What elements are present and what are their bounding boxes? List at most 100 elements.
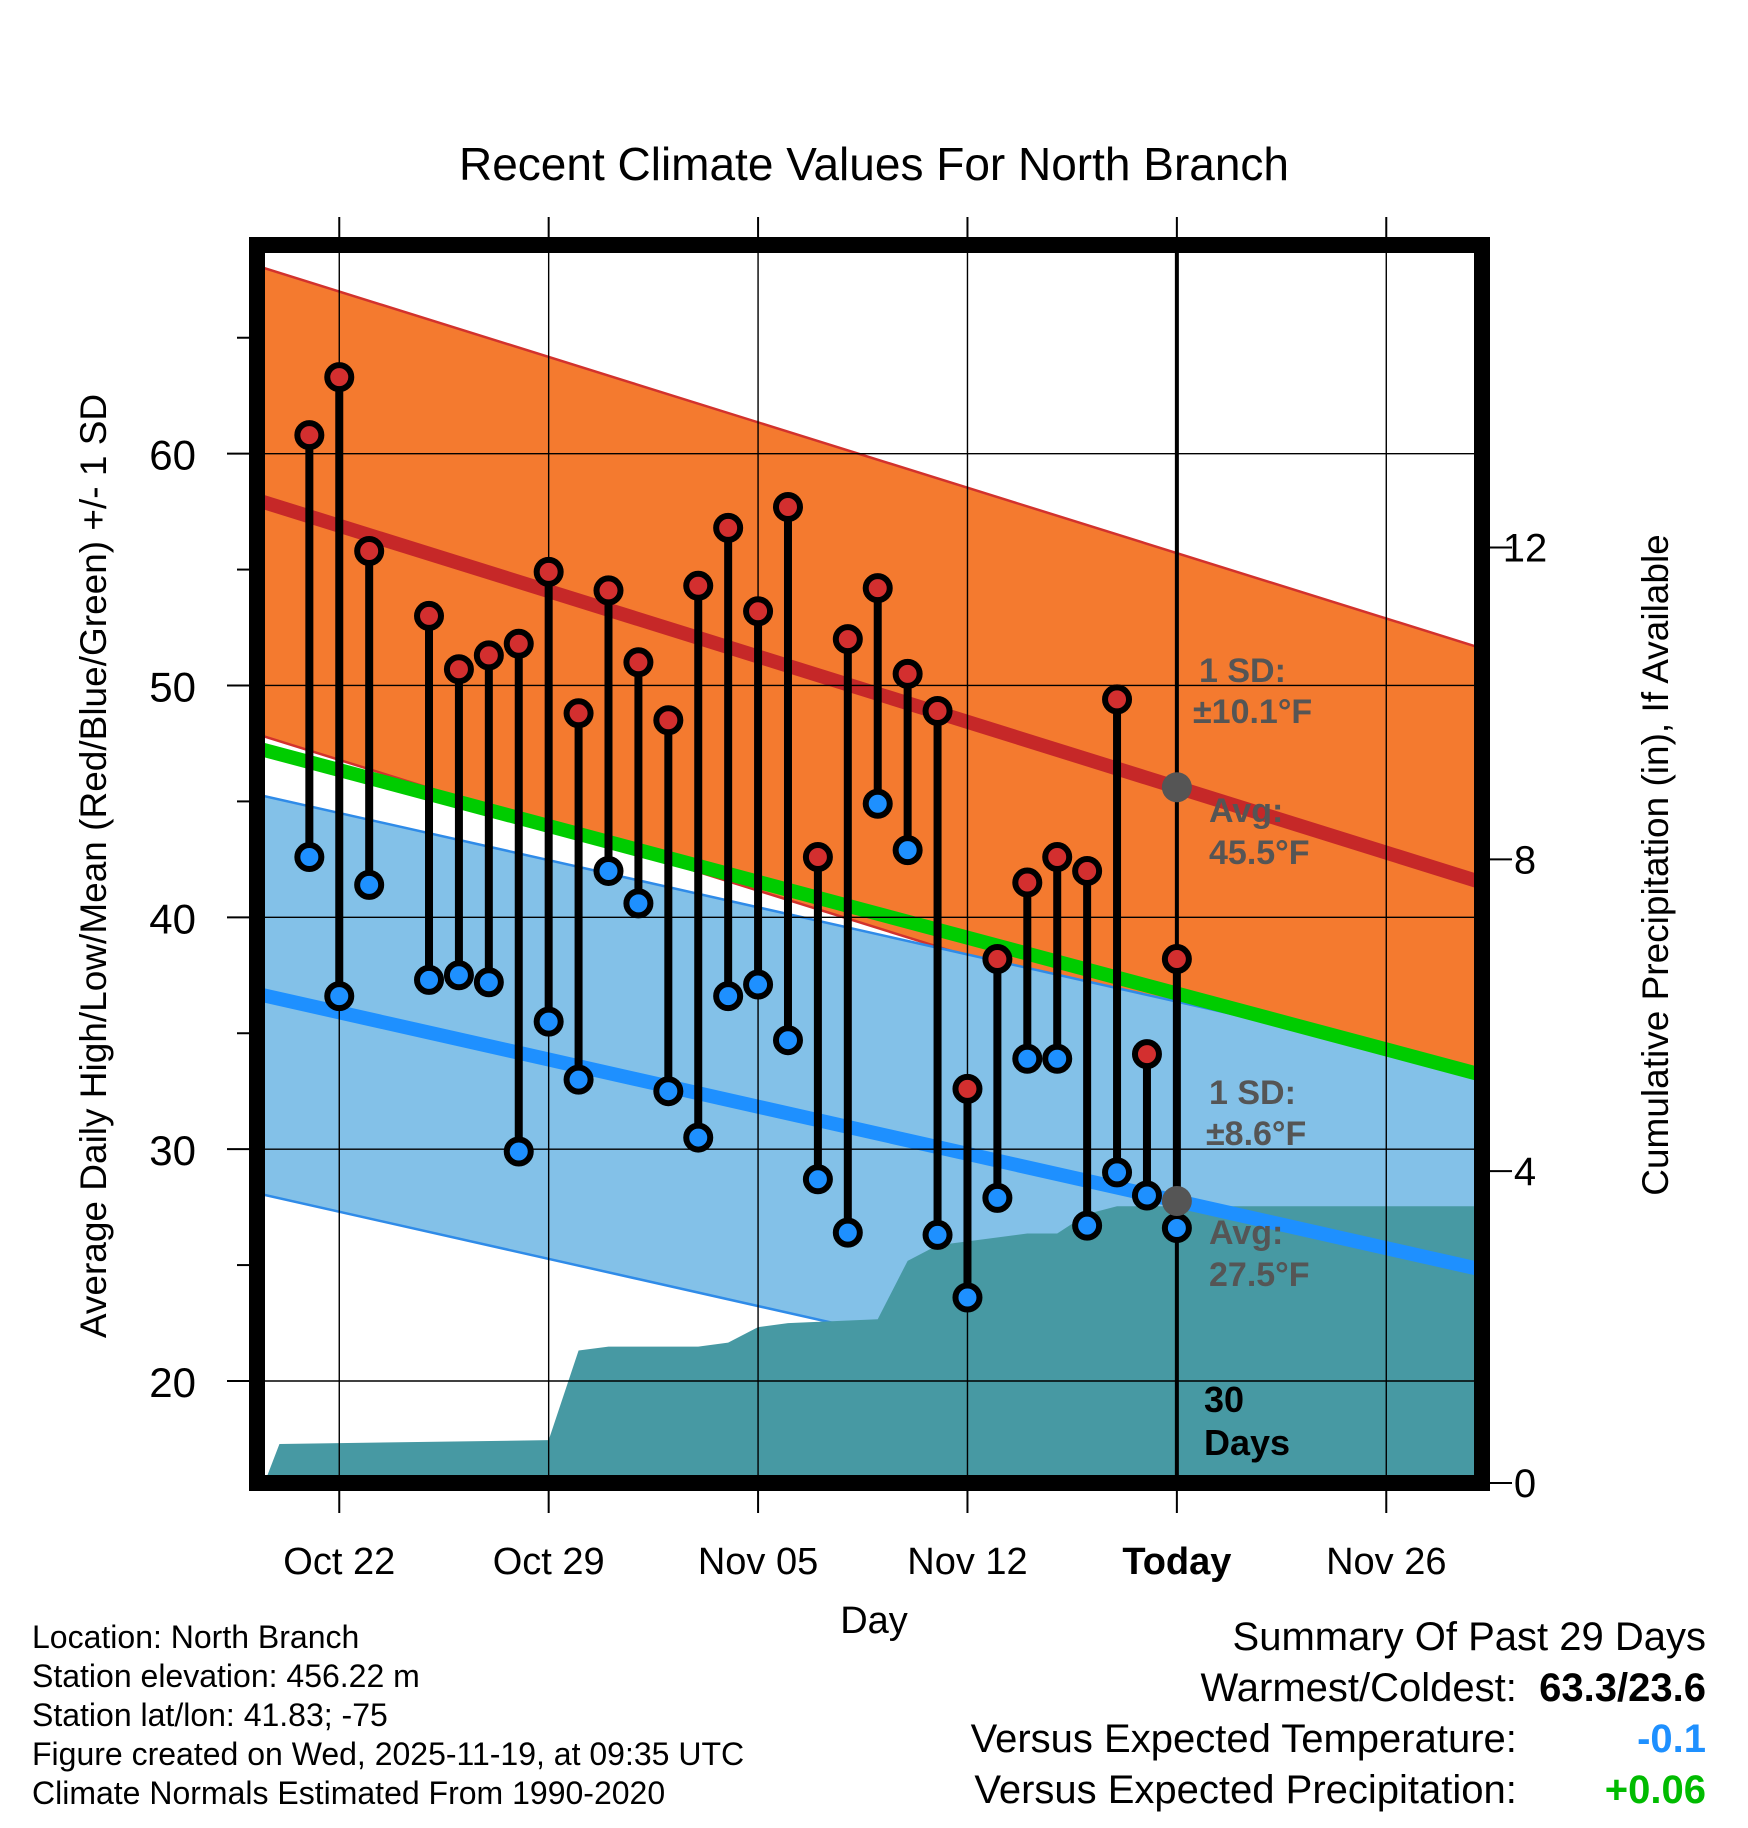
low-avg-label: Avg:	[1209, 1214, 1283, 1252]
obs-low-point	[623, 888, 654, 919]
x-tick-label: Nov 26	[1326, 1541, 1446, 1583]
plot-frame	[249, 237, 1490, 1491]
obs-high-point	[862, 573, 893, 604]
obs-low-point	[892, 835, 923, 866]
x-tick-label: Nov 12	[907, 1541, 1027, 1583]
y2-tick-label: 0	[1514, 1462, 1536, 1506]
obs-low-point	[1102, 1157, 1133, 1188]
summary-title: Summary Of Past 29 Days	[1232, 1615, 1706, 1659]
obs-high-point	[294, 420, 325, 451]
info-location: Location: North Branch	[32, 1619, 360, 1655]
obs-high-point	[952, 1073, 983, 1104]
obs-high-point	[623, 647, 654, 678]
today-high-avg-marker	[1161, 772, 1192, 803]
obs-high-point	[892, 658, 923, 689]
low-sd-value: ±8.6°F	[1206, 1115, 1306, 1153]
obs-high-point	[1072, 855, 1103, 886]
temp-label: Versus Expected Temperature:	[970, 1717, 1517, 1761]
obs-low-point	[563, 1064, 594, 1095]
obs-high-point	[1161, 944, 1192, 975]
info-normals: Climate Normals Estimated From 1990-2020	[32, 1775, 666, 1811]
obs-high-point	[802, 842, 833, 873]
y2-tick-label: 12	[1503, 526, 1548, 570]
high-avg-value: 45.5°F	[1209, 834, 1310, 872]
high-sd-label: 1 SD:	[1199, 652, 1286, 690]
y-tick-label: 20	[149, 1359, 196, 1406]
obs-high-point	[1042, 842, 1073, 873]
obs-low-point	[1161, 1212, 1192, 1243]
today-low-avg-marker	[1161, 1185, 1192, 1216]
y-tick-label: 30	[149, 1127, 196, 1174]
normal-low-line	[257, 986, 1482, 1277]
obs-high-point	[503, 628, 534, 659]
obs-low-point	[1042, 1043, 1073, 1074]
x-tick-label: Today	[1122, 1541, 1231, 1583]
obs-high-point	[473, 640, 504, 671]
normal-high-line	[257, 493, 1482, 890]
days-label: Days	[1204, 1422, 1290, 1463]
obs-high-point	[1102, 684, 1133, 715]
obs-low-point	[473, 967, 504, 998]
obs-high-point	[683, 570, 714, 601]
obs-high-point	[922, 695, 953, 726]
info-created: Figure created on Wed, 2025-11-19, at 09…	[32, 1736, 745, 1772]
obs-low-point	[862, 788, 893, 819]
obs-high-point	[324, 362, 355, 393]
obs-low-point	[1131, 1180, 1162, 1211]
obs-high-point	[563, 698, 594, 729]
y2-tick-label: 8	[1514, 838, 1536, 882]
y-tick-label: 60	[149, 432, 196, 479]
high-sd-value: ±10.1°F	[1193, 693, 1312, 731]
obs-low-point	[593, 855, 624, 886]
obs-high-point	[772, 491, 803, 522]
obs-low-point	[443, 960, 474, 991]
obs-high-point	[832, 624, 863, 655]
warm-cold-label: Warmest/Coldest:	[1200, 1666, 1517, 1710]
obs-low-point	[743, 969, 774, 1000]
warm-cold-value: 63.3/23.6	[1539, 1666, 1706, 1710]
info-elevation: Station elevation: 456.22 m	[32, 1658, 420, 1694]
obs-low-point	[653, 1076, 684, 1107]
y2-axis-label: Cumulative Precipitation (in), If Availa…	[1635, 534, 1676, 1196]
obs-high-point	[443, 654, 474, 685]
obs-high-point	[354, 536, 385, 567]
summary-precip: Versus Expected Precipitation: +0.06	[971, 1765, 1706, 1816]
obs-low-point	[922, 1219, 953, 1250]
obs-high-point	[982, 944, 1013, 975]
low-sd-label: 1 SD:	[1209, 1074, 1296, 1112]
obs-low-point	[414, 964, 445, 995]
x-axis-label: Day	[840, 1600, 908, 1642]
summary-warm-cold: Warmest/Coldest: 63.3/23.6	[971, 1663, 1707, 1714]
obs-high-point	[593, 575, 624, 606]
obs-high-point	[653, 705, 684, 736]
obs-high-point	[743, 596, 774, 627]
obs-low-point	[1072, 1210, 1103, 1241]
obs-low-point	[982, 1182, 1013, 1213]
obs-high-point	[414, 600, 445, 631]
obs-low-point	[683, 1122, 714, 1153]
obs-low-point	[832, 1217, 863, 1248]
obs-low-point	[533, 1006, 564, 1037]
summary-panel: Summary Of Past 29 Days Warmest/Coldest:…	[971, 1612, 1706, 1816]
obs-high-point	[1012, 867, 1043, 898]
x-tick-label: Oct 29	[493, 1541, 605, 1583]
obs-low-point	[1012, 1043, 1043, 1074]
low-avg-value: 27.5°F	[1209, 1256, 1310, 1294]
obs-high-point	[1131, 1039, 1162, 1070]
precip-label: Versus Expected Precipitation:	[974, 1768, 1517, 1812]
high-avg-label: Avg:	[1209, 792, 1283, 830]
plot-clip-group	[257, 245, 1482, 1483]
obs-low-point	[772, 1025, 803, 1056]
obs-low-point	[503, 1136, 534, 1167]
obs-low-point	[294, 842, 325, 873]
days-count: 30	[1204, 1379, 1244, 1420]
precip-value: +0.06	[1604, 1768, 1706, 1812]
info-latlon: Station lat/lon: 41.83; -75	[32, 1697, 388, 1733]
chart-title: Recent Climate Values For North Branch	[459, 138, 1289, 190]
y-axis-label: Average Daily High/Low/Mean (Red/Blue/Gr…	[73, 394, 114, 1338]
y-tick-label: 40	[149, 895, 196, 942]
obs-low-point	[354, 869, 385, 900]
x-tick-label: Oct 22	[283, 1541, 395, 1583]
